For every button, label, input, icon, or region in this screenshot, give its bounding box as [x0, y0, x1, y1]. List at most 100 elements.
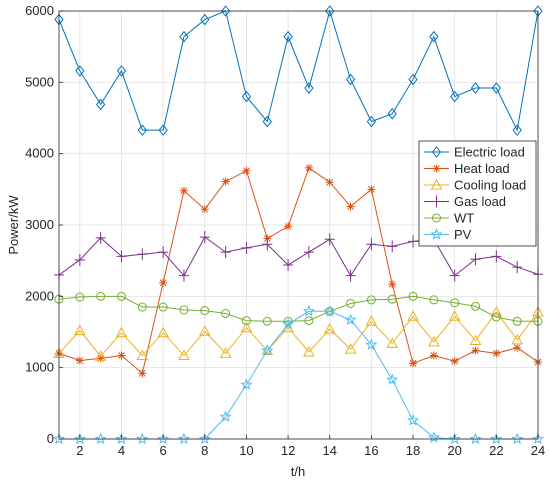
data-point — [470, 82, 481, 94]
data-point — [158, 246, 169, 259]
data-point — [138, 369, 147, 378]
data-point — [219, 410, 232, 423]
x-tick-label: 18 — [406, 443, 420, 458]
data-point — [387, 294, 397, 304]
legend-marker — [430, 228, 443, 240]
data-point — [220, 246, 231, 259]
data-point — [531, 432, 545, 445]
series-heat-load — [55, 163, 542, 378]
data-point — [469, 334, 482, 346]
data-point — [346, 298, 356, 308]
legend-label: PV — [454, 227, 472, 242]
y-tick-label: 5000 — [25, 74, 54, 89]
data-point — [73, 324, 86, 336]
data-point — [157, 432, 170, 445]
legend-label: Heat load — [454, 161, 510, 176]
legend-frame — [418, 140, 537, 247]
data-point — [470, 253, 481, 266]
legend-item: WT — [424, 211, 474, 226]
data-point — [74, 253, 85, 266]
data-point — [95, 231, 106, 244]
data-point — [450, 90, 460, 103]
data-point — [219, 347, 232, 358]
series-line — [58, 167, 539, 375]
data-point — [303, 246, 314, 259]
data-point — [220, 5, 231, 17]
data-point — [241, 90, 252, 103]
data-point — [345, 73, 356, 86]
data-point — [407, 310, 419, 321]
data-point — [386, 337, 399, 348]
data-point — [491, 82, 501, 94]
data-point — [157, 326, 169, 338]
data-point — [428, 335, 440, 347]
data-point — [115, 432, 128, 445]
data-point — [221, 308, 231, 318]
data-point — [511, 333, 524, 345]
data-point — [304, 82, 314, 94]
legend-item: Electric load — [424, 145, 525, 160]
data-point — [303, 345, 315, 357]
data-point — [345, 269, 356, 282]
data-point — [450, 357, 459, 366]
data-point — [136, 432, 149, 445]
data-point — [200, 205, 209, 214]
data-point — [283, 258, 294, 271]
data-point — [261, 344, 274, 356]
data-point — [137, 124, 147, 136]
data-point — [158, 302, 168, 312]
data-point — [179, 30, 189, 43]
series-cooling-load — [53, 305, 544, 361]
data-point — [241, 241, 252, 254]
data-point — [94, 350, 107, 361]
legend-marker — [430, 178, 443, 190]
data-point — [200, 13, 210, 26]
data-point — [221, 177, 230, 186]
data-point — [490, 432, 503, 445]
x-tick-label: 14 — [323, 443, 337, 458]
data-point — [365, 338, 378, 350]
data-point — [96, 98, 106, 111]
data-point — [323, 304, 336, 317]
data-point — [261, 344, 274, 356]
data-point — [115, 326, 128, 338]
data-point — [346, 202, 355, 211]
data-point — [240, 321, 253, 333]
x-tick-label: 16 — [364, 443, 378, 458]
data-point — [179, 186, 188, 195]
data-point — [199, 231, 210, 244]
series-wt — [54, 291, 543, 326]
data-point — [344, 343, 357, 354]
data-point — [200, 306, 210, 316]
data-point — [137, 302, 147, 312]
data-point — [116, 291, 126, 301]
data-point — [366, 295, 376, 305]
legend-label: Electric load — [454, 145, 525, 160]
data-point — [75, 292, 85, 302]
data-point — [75, 65, 85, 77]
x-axis-label: t/h — [291, 464, 305, 479]
legend-marker — [431, 146, 442, 158]
data-point — [365, 315, 378, 326]
data-point — [471, 346, 480, 355]
data-point — [198, 432, 211, 445]
data-point — [75, 356, 84, 365]
data-point — [448, 432, 461, 445]
x-tick-label: 2 — [76, 443, 83, 458]
data-point — [262, 238, 273, 251]
data-point — [73, 432, 86, 445]
x-tick-label: 6 — [160, 443, 167, 458]
x-tick-label: 4 — [118, 443, 125, 458]
data-point — [262, 115, 272, 128]
legend-label: Gas load — [454, 194, 506, 209]
data-point — [367, 185, 376, 194]
data-point — [262, 316, 272, 326]
data-point — [492, 349, 501, 358]
x-tick-label: 12 — [281, 443, 295, 458]
data-point — [408, 73, 418, 86]
data-point — [302, 304, 315, 317]
data-point — [198, 325, 211, 336]
data-point — [387, 240, 398, 253]
data-point — [448, 310, 461, 321]
